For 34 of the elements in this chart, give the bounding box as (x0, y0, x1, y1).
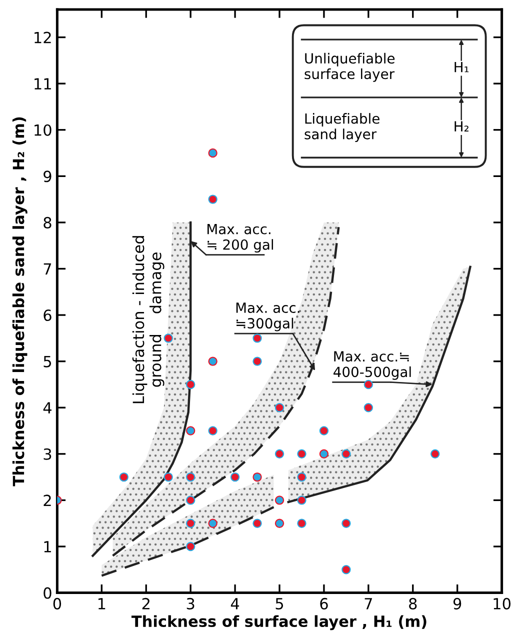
annotation: H₁ (454, 62, 469, 72)
y-tick-label: 1 (44, 541, 51, 552)
x-tick-label: 4 (230, 598, 240, 610)
y-tick-label: 3 (44, 448, 52, 460)
y-axis-title: Thickness of liquefiable sand layer , H₂ (m) (12, 117, 28, 486)
y-tick-label: 5 (44, 356, 52, 368)
x-tick-label: 3 (186, 598, 194, 610)
y-tick-label: 11 (34, 78, 51, 90)
annotation: Liquefiable sand layer (304, 113, 380, 142)
y-tick-label: 7 (44, 263, 52, 275)
x-tick-label: 8 (409, 598, 417, 610)
y-tick-label: 9 (44, 170, 52, 182)
annotation: Max. acc. ≒300gal (236, 302, 300, 332)
y-tick-label: 8 (44, 216, 52, 228)
y-tick-label: 2 (44, 494, 51, 506)
x-tick-label: 2 (142, 598, 150, 610)
annotation: Max. acc. ≒ 200 gal (208, 224, 274, 253)
y-tick-label: 6 (44, 310, 52, 322)
x-tick-label: 1 (98, 598, 106, 610)
x-tick-label: 10 (494, 598, 511, 610)
x-tick-label: 7 (364, 598, 372, 610)
annotation: Max. acc.≒ 400-500gal (334, 351, 411, 380)
x-tick-label: 5 (276, 598, 284, 610)
x-axis-title: Thickness of surface layer , H₁ (m) (131, 615, 426, 630)
y-tick-label: 4 (43, 402, 52, 414)
y-tick-label: 10 (34, 124, 52, 136)
x-tick-label: 0 (53, 598, 62, 610)
y-tick-label: 0 (44, 587, 52, 599)
x-tick-label: 6 (320, 598, 328, 610)
x-tick-label: 9 (453, 598, 462, 610)
annotation: Unliquefiable surface layer (304, 52, 395, 82)
y-tick-label: 12 (34, 32, 51, 44)
annotation: Liquefaction - induced ground damage (132, 236, 164, 404)
annotation: H₂ (454, 121, 468, 132)
